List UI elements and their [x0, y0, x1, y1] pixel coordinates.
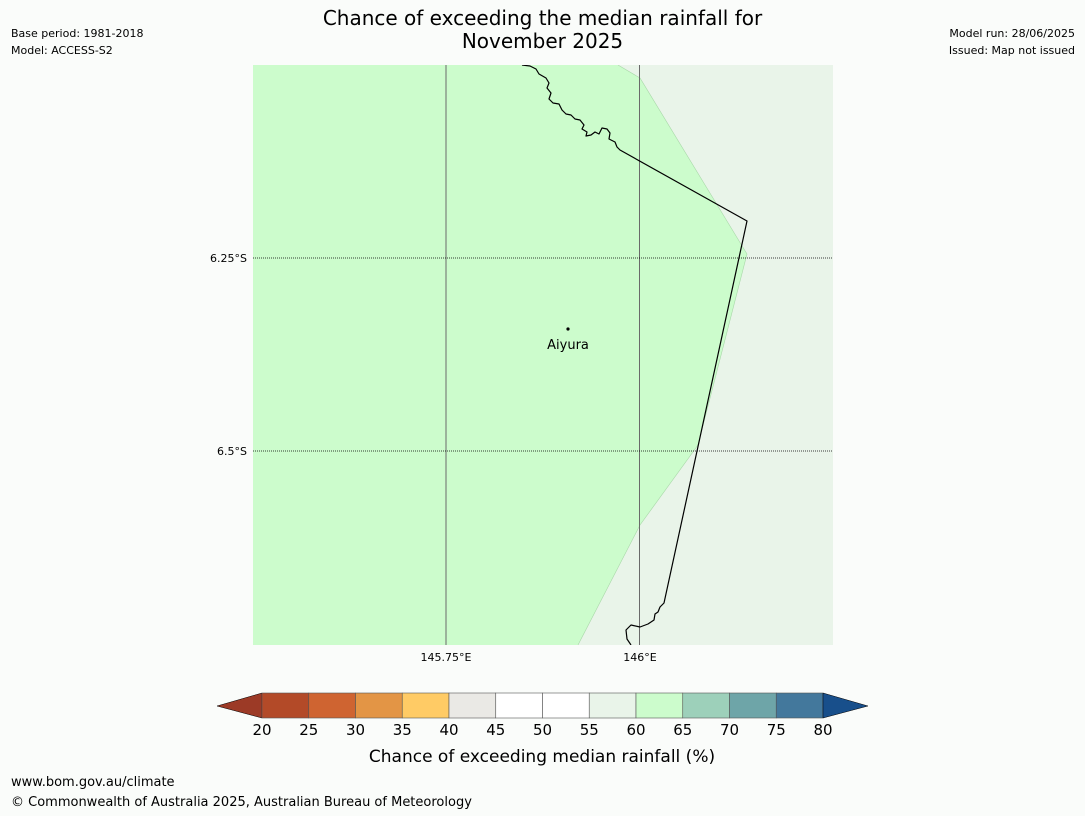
- title-line-1: Chance of exceeding the median rainfall …: [322, 6, 763, 30]
- website-link[interactable]: www.bom.gov.au/climate: [11, 775, 175, 790]
- model-run-text: Model run: 28/06/2025: [949, 27, 1075, 40]
- metadata-left: Base period: 1981-2018 Model: ACCESS-S2: [11, 25, 143, 59]
- lat-label-6-5: 6.5°S: [217, 445, 247, 458]
- colorbar-tick-label: 45: [486, 721, 505, 739]
- colorbar-bin: [729, 692, 777, 719]
- colorbar-bin: [682, 692, 730, 719]
- colorbar-bin: [635, 692, 684, 719]
- colorbar-tick-label: 60: [626, 721, 645, 739]
- colorbar-bin: [775, 692, 824, 719]
- colorbar-bin: [308, 692, 356, 719]
- colorbar-tick-label: 40: [439, 721, 458, 739]
- colorbar-tick-label: 25: [299, 721, 318, 739]
- border-line: [521, 65, 748, 645]
- colorbar-bin: [261, 692, 310, 719]
- colorbar-bin: [495, 692, 543, 719]
- colorbar-tick-label: 55: [580, 721, 599, 739]
- colorbar-tick-label: 70: [720, 721, 739, 739]
- place-label: Aiyura: [547, 338, 589, 353]
- place-marker: [566, 327, 570, 331]
- colorbar-bin: [401, 692, 450, 719]
- map-panel[interactable]: Aiyura: [253, 65, 833, 645]
- region-boundary: [577, 65, 748, 645]
- colorbar-bin: [542, 692, 590, 719]
- colorbar-bin: [355, 692, 403, 719]
- colorbar-tick-label: 80: [813, 721, 832, 739]
- colorbar-tick-label: 75: [767, 721, 786, 739]
- colorbar-bin: [588, 692, 637, 719]
- region-60-65: [253, 65, 747, 645]
- lat-label-6-25: 6.25°S: [210, 252, 247, 265]
- colorbar-tick-labels: 20 25 30 35 40 45 50 55 60 65 70 75 80: [252, 721, 832, 739]
- colorbar-extend-low: [216, 692, 263, 719]
- colorbar-tick-label: 35: [393, 721, 412, 739]
- colorbar-tick-label: 20: [252, 721, 271, 739]
- colorbar-tick-label: 65: [673, 721, 692, 739]
- colorbar-tick-label: 30: [346, 721, 365, 739]
- map-title: Chance of exceeding the median rainfall …: [0, 7, 1085, 53]
- copyright-text: © Commonwealth of Australia 2025, Austra…: [11, 795, 472, 810]
- colorbar: 20 25 30 35 40 45 50 55 60 65 70 75 80 Chance of exc…: [216, 692, 869, 767]
- metadata-right: Model run: 28/06/2025 Issued: Map not is…: [949, 25, 1075, 59]
- base-period-text: Base period: 1981-2018: [11, 27, 144, 40]
- lon-label-146: 146°E: [623, 651, 656, 664]
- lon-label-145-75: 145.75°E: [421, 651, 472, 664]
- latitude-labels: 6.25°S 6.5°S: [210, 252, 247, 458]
- title-line-2: November 2025: [461, 29, 624, 53]
- colorbar-bins: [261, 692, 824, 719]
- colorbar-extend-high: [822, 692, 869, 719]
- footer: www.bom.gov.au/climate © Commonwealth of…: [11, 773, 472, 813]
- model-text: Model: ACCESS-S2: [11, 44, 113, 57]
- colorbar-tick-label: 50: [533, 721, 552, 739]
- issued-text: Issued: Map not issued: [948, 44, 1075, 57]
- colorbar-label: Chance of exceeding median rainfall (%): [369, 747, 715, 767]
- longitude-labels: 145.75°E 146°E: [421, 651, 657, 664]
- colorbar-bin: [448, 692, 497, 719]
